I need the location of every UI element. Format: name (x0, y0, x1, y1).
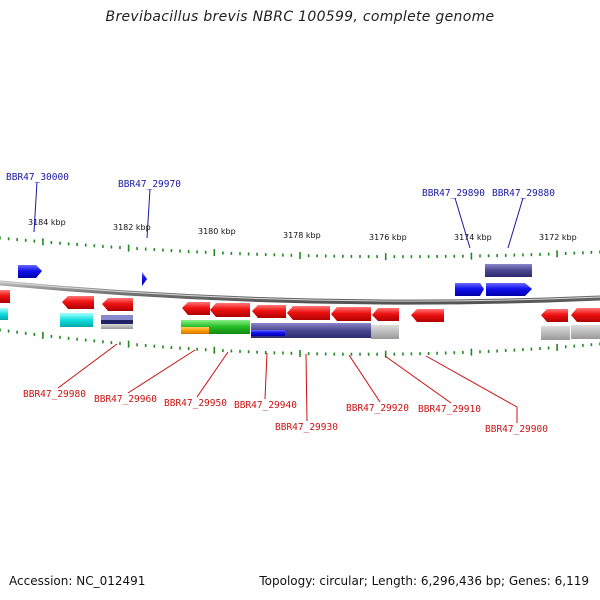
gene-label-bbr47-29890[interactable]: BBR47_29890 (422, 188, 485, 199)
gene-label-bbr47-29950[interactable]: BBR47_29950 (164, 398, 227, 409)
label-leader-line (507, 197, 524, 249)
label-leader-line (384, 355, 452, 404)
gene-feature-box[interactable] (101, 324, 133, 329)
gene-feature-box[interactable] (60, 313, 93, 327)
gene-feature-box[interactable] (181, 327, 209, 334)
gene-arrow-reverse[interactable] (0, 290, 10, 303)
reverse-genes (0, 290, 600, 340)
gene-label-bbr47-29940[interactable]: BBR47_29940 (234, 400, 297, 411)
gene-feature-box[interactable] (541, 326, 570, 340)
bottom-gene-labels: BBR47_29980 BBR47_29960 BBR47_29950 BBR4… (23, 343, 548, 435)
inner-scale-ticks (0, 328, 600, 358)
gene-arrow-reverse[interactable] (182, 302, 210, 315)
outer-scale-ticks (0, 236, 600, 261)
scale-label-3178: 3178 kbp (283, 231, 321, 240)
label-leader-line (33, 181, 38, 233)
label-leader-line (425, 355, 518, 408)
scale-label-3180: 3180 kbp (198, 227, 236, 236)
gene-feature-box[interactable] (101, 315, 133, 320)
label-leader-line (127, 349, 196, 394)
gene-feature-box[interactable] (251, 330, 285, 336)
genome-backbone-highlight (0, 281, 600, 302)
gene-feature-box[interactable] (0, 308, 8, 320)
label-leader-line (264, 352, 268, 400)
gene-label-bbr47-30000[interactable]: BBR47_30000 (6, 172, 69, 183)
scale-label-3176: 3176 kbp (369, 233, 407, 242)
genome-backbone (0, 280, 600, 305)
gene-label-bbr47-29920[interactable]: BBR47_29920 (346, 403, 409, 414)
gene-arrow-reverse[interactable] (372, 308, 399, 321)
scale-label-3184: 3184 kbp (28, 218, 66, 227)
label-leader-line (146, 188, 151, 239)
scale-label-3172: 3172 kbp (539, 233, 577, 242)
gene-arrow-reverse[interactable] (102, 298, 133, 311)
label-leader-line (57, 343, 118, 389)
gene-label-bbr47-29980[interactable]: BBR47_29980 (23, 389, 86, 400)
gene-label-bbr47-29880[interactable]: BBR47_29880 (492, 188, 555, 199)
topology-text: Topology: circular; Length: 6,296,436 bp… (259, 574, 589, 588)
gene-arrow-reverse[interactable] (210, 303, 250, 317)
gene-arrow-reverse[interactable] (411, 309, 444, 322)
gene-label-bbr47-29910[interactable]: BBR47_29910 (418, 404, 481, 415)
gene-feature-box[interactable] (101, 320, 133, 324)
label-leader-line (454, 197, 471, 249)
gene-feature-box[interactable] (371, 325, 399, 339)
gene-arrow-reverse[interactable] (541, 309, 568, 322)
top-gene-labels: BBR47_30000 BBR47_29970 BBR47_29890 BBR4… (6, 172, 555, 249)
gene-arrow-forward[interactable] (142, 272, 147, 286)
accession-text: Accession: NC_012491 (9, 574, 146, 588)
map-title: Brevibacillus brevis NBRC 100599, comple… (105, 9, 495, 25)
label-leader-line (348, 354, 381, 403)
gene-label-bbr47-29900[interactable]: BBR47_29900 (485, 424, 548, 435)
gene-arrow-reverse[interactable] (287, 306, 330, 320)
gene-label-bbr47-29960[interactable]: BBR47_29960 (94, 394, 157, 405)
gene-arrow-forward[interactable] (486, 283, 532, 296)
label-leader-line (196, 351, 229, 398)
gene-arrow-forward[interactable] (455, 283, 484, 296)
gene-arrow-reverse[interactable] (331, 307, 371, 321)
scale-label-3182: 3182 kbp (113, 223, 151, 232)
gene-label-bbr47-29930[interactable]: BBR47_29930 (275, 422, 338, 433)
gene-label-bbr47-29970[interactable]: BBR47_29970 (118, 179, 181, 190)
gene-feature-box[interactable] (485, 264, 532, 277)
gene-arrow-reverse[interactable] (252, 305, 286, 318)
forward-genes (18, 264, 532, 296)
gene-arrow-forward[interactable] (18, 265, 42, 278)
scale-label-3174: 3174 kbp (454, 233, 492, 242)
gene-feature-box[interactable] (571, 325, 600, 339)
gene-arrow-reverse[interactable] (571, 308, 600, 322)
gene-arrow-reverse[interactable] (62, 296, 94, 309)
label-leader-line (305, 353, 308, 422)
